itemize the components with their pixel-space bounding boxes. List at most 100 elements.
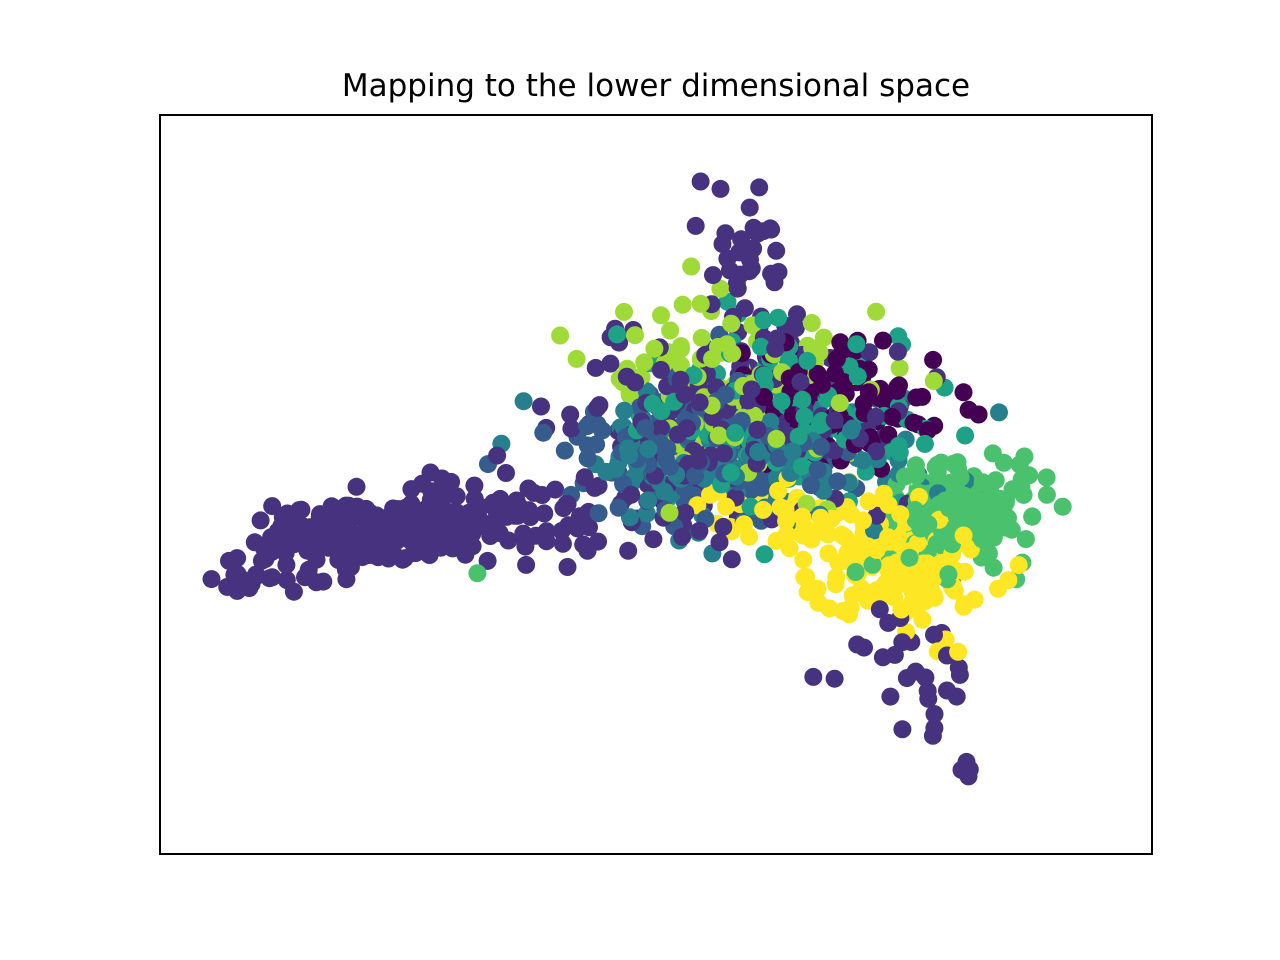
scatter-point xyxy=(277,571,296,589)
scatter-point xyxy=(608,325,627,344)
scatter-point xyxy=(867,506,886,525)
scatter-point xyxy=(619,439,637,458)
scatter-point xyxy=(535,504,554,523)
scatter-point xyxy=(478,551,497,570)
scatter-point xyxy=(715,444,734,463)
scatter-point xyxy=(874,331,892,350)
scatter-point xyxy=(661,321,680,340)
scatter-point xyxy=(374,540,393,559)
scatter-point xyxy=(904,413,923,432)
scatter-point xyxy=(636,419,655,437)
scatter-point xyxy=(913,387,932,406)
scatter-point xyxy=(1020,466,1039,485)
scatter-point xyxy=(924,350,943,369)
scatter-point xyxy=(242,574,261,593)
scatter-point xyxy=(298,541,317,560)
scatter-point xyxy=(863,555,882,574)
scatter-point xyxy=(956,426,975,445)
scatter-point xyxy=(1016,530,1035,549)
scatter-point xyxy=(783,442,802,461)
scatter-point xyxy=(285,524,304,543)
scatter-point xyxy=(870,600,889,619)
scatter-point xyxy=(789,427,808,446)
scatter-point xyxy=(404,512,423,531)
scatter-point xyxy=(834,373,853,392)
scatter-point xyxy=(713,235,732,253)
scatter-point xyxy=(722,550,741,569)
scatter-point xyxy=(793,390,812,409)
scatter-point xyxy=(578,436,597,455)
scatter-point xyxy=(777,525,796,544)
scatter-point xyxy=(828,472,847,491)
scatter-point xyxy=(794,550,813,569)
scatter-point xyxy=(776,500,795,519)
scatter-point xyxy=(740,198,759,217)
scatter-point xyxy=(337,496,355,515)
scatter-point xyxy=(755,545,774,564)
scatter-point xyxy=(754,500,773,519)
scatter-point xyxy=(651,419,670,437)
scatter-point xyxy=(853,451,872,470)
scatter-point xyxy=(585,478,604,497)
scatter-point xyxy=(673,527,692,546)
scatter-point xyxy=(424,537,443,555)
scatter-point xyxy=(326,528,344,547)
scatter-point xyxy=(639,440,658,459)
scatter-point xyxy=(356,528,375,547)
scatter-point xyxy=(754,311,773,330)
scatter-point xyxy=(622,485,641,504)
chart-title: Mapping to the lower dimensional space xyxy=(341,68,971,104)
scatter-point xyxy=(1053,497,1072,516)
scatter-point xyxy=(859,383,878,402)
scatter-point xyxy=(1015,447,1034,466)
scatter-point xyxy=(808,460,827,479)
scatter-point xyxy=(990,403,1008,422)
scatter-point xyxy=(717,497,735,516)
scatter-point xyxy=(578,449,597,468)
scatter-point xyxy=(689,451,708,470)
scatter-point xyxy=(791,372,810,391)
scatter-point xyxy=(769,481,788,500)
scatter-point xyxy=(588,398,607,417)
scatter-point xyxy=(597,462,616,481)
scatter-point xyxy=(404,544,423,562)
scatter-point xyxy=(802,314,821,332)
scatter-point xyxy=(558,558,577,576)
scatter-point xyxy=(589,532,607,551)
scatter-point xyxy=(465,489,484,508)
scatter-point xyxy=(555,441,574,460)
scatter-point xyxy=(915,434,934,453)
scatter-point xyxy=(808,579,827,598)
scatter-point xyxy=(422,482,441,501)
scatter-point xyxy=(379,508,397,527)
scatter-point xyxy=(533,486,552,504)
scatter-point xyxy=(691,172,710,191)
scatter-point xyxy=(751,337,770,356)
scatter-point xyxy=(867,302,886,321)
scatter-point xyxy=(752,478,771,497)
scatter-point xyxy=(578,417,597,436)
scatter-point xyxy=(586,358,605,377)
scatter-point xyxy=(938,681,956,700)
scatter-point xyxy=(859,537,878,556)
scatter-point xyxy=(717,335,736,354)
scatter-point xyxy=(769,449,788,468)
scatter-point xyxy=(949,459,968,478)
scatter-point xyxy=(652,306,670,325)
scatter-point xyxy=(711,179,730,198)
scatter-point xyxy=(842,421,860,440)
scatter-point xyxy=(804,667,823,686)
scatter-point xyxy=(615,401,634,420)
scatter-point xyxy=(593,421,612,440)
scatter-point xyxy=(818,525,837,544)
scatter-point xyxy=(728,279,747,298)
scatter-point xyxy=(848,367,867,386)
scatter-point xyxy=(671,337,690,356)
scatter-point xyxy=(731,265,750,284)
scatter-point xyxy=(793,507,812,526)
scatter-point xyxy=(526,526,545,545)
scatter-point xyxy=(678,419,696,438)
scatter-point xyxy=(923,726,942,745)
scatter-point xyxy=(568,519,587,538)
scatter-point xyxy=(893,633,912,652)
